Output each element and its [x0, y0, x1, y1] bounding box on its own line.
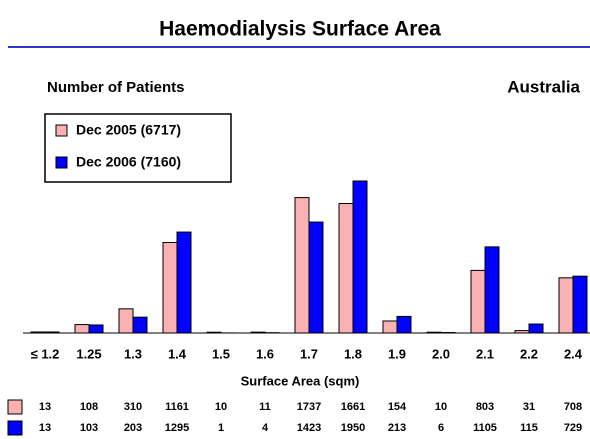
x-tick-label: 2.0 — [432, 346, 450, 361]
legend-swatch — [55, 124, 68, 137]
table-cell: 10 — [435, 401, 447, 413]
legend-swatch — [55, 156, 68, 169]
legend-label: Dec 2005 (6717) — [76, 122, 181, 138]
bar — [162, 242, 178, 334]
legend-box — [44, 113, 232, 183]
table-cell: 13 — [39, 422, 51, 434]
bar — [176, 231, 192, 334]
table-cell: 6 — [438, 422, 444, 434]
table-cell: 108 — [80, 401, 98, 413]
table-cell: 1661 — [341, 401, 365, 413]
table-cell: 1737 — [297, 401, 321, 413]
table-cell: 115 — [520, 422, 538, 434]
bar — [74, 324, 90, 334]
bar — [514, 330, 530, 334]
x-tick-label: 2.1 — [476, 346, 494, 361]
bar — [118, 308, 134, 334]
table-cell: 10 — [215, 401, 227, 413]
bar — [572, 275, 588, 334]
bar — [382, 320, 398, 334]
x-tick-label: 2.2 — [520, 346, 538, 361]
legend-label: Dec 2006 (7160) — [76, 154, 181, 170]
table-cell: 203 — [124, 422, 142, 434]
bar — [250, 331, 266, 334]
table-cell: 1 — [218, 422, 224, 434]
table-swatch — [7, 399, 23, 415]
table-cell: 1105 — [473, 422, 497, 434]
x-tick-label: 1.6 — [256, 346, 274, 361]
table-cell: 103 — [80, 422, 98, 434]
bar — [558, 277, 574, 334]
x-tick-label: ≤ 1.2 — [31, 346, 60, 361]
x-tick-label: 1.8 — [344, 346, 362, 361]
table-cell: 13 — [39, 401, 51, 413]
bar — [308, 221, 324, 334]
table-cell: 708 — [564, 401, 582, 413]
table-cell: 1161 — [165, 401, 189, 413]
table-cell: 729 — [564, 422, 582, 434]
table-cell: 154 — [388, 401, 407, 413]
x-tick-label: 2.4 — [564, 346, 583, 361]
bar — [88, 324, 104, 334]
bar — [132, 316, 148, 334]
table-cell: 310 — [124, 401, 142, 413]
table-cell: 803 — [476, 401, 494, 413]
bar — [294, 197, 310, 334]
x-tick-label: 1.5 — [212, 346, 230, 361]
table-cell: 1950 — [341, 422, 365, 434]
bar — [44, 331, 60, 334]
x-tick-label: 1.7 — [300, 346, 318, 361]
bar — [484, 246, 500, 334]
bar — [528, 323, 544, 334]
x-tick-label: 1.25 — [76, 346, 101, 361]
bar — [396, 315, 412, 334]
x-axis-label: Surface Area (sqm) — [241, 373, 360, 388]
bar — [426, 331, 442, 334]
bar — [352, 180, 368, 334]
annotation: Australia — [507, 77, 580, 96]
bar — [470, 269, 486, 334]
table-cell: 4 — [262, 422, 269, 434]
table-cell: 1423 — [297, 422, 321, 434]
bar — [338, 203, 354, 334]
y-axis-label: Number of Patients — [47, 79, 185, 96]
x-tick-label: 1.4 — [168, 346, 187, 361]
table-swatch — [7, 420, 23, 436]
table-cell: 11 — [259, 401, 271, 413]
table-cell: 1295 — [165, 422, 189, 434]
x-tick-label: 1.3 — [124, 346, 142, 361]
bar — [206, 331, 222, 334]
x-tick-label: 1.9 — [388, 346, 406, 361]
table-cell: 31 — [523, 401, 535, 413]
table-cell: 213 — [388, 422, 406, 434]
chart-title: Haemodialysis Surface Area — [159, 18, 441, 41]
bar — [30, 331, 46, 334]
